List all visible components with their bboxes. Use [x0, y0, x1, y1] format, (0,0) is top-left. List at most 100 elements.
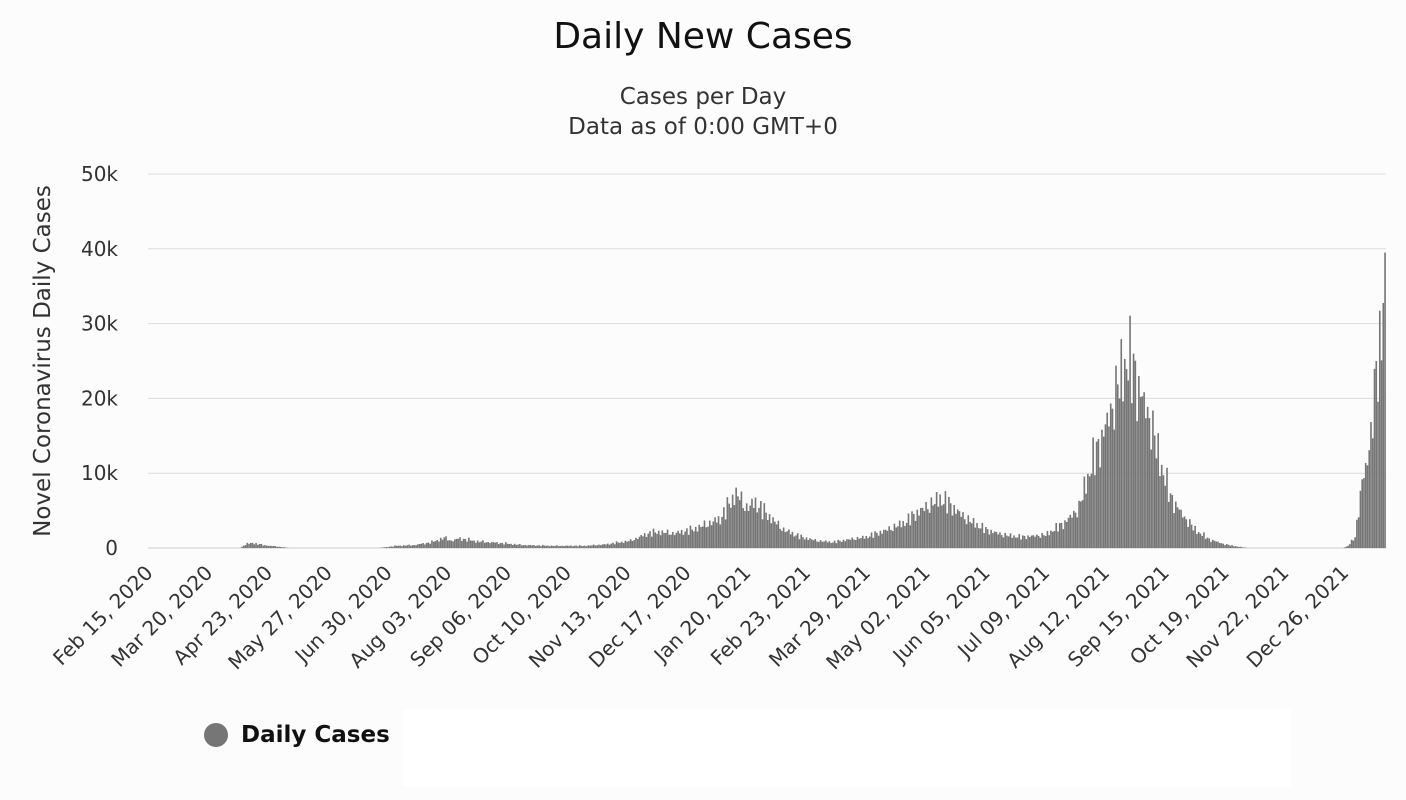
- bar: [418, 544, 421, 548]
- bar: [1020, 539, 1022, 548]
- bar: [842, 539, 845, 548]
- bar: [742, 508, 744, 548]
- y-tick-label: 10k: [81, 461, 118, 485]
- bar: [967, 515, 970, 548]
- bar: [1234, 546, 1237, 548]
- bar: [988, 534, 991, 548]
- bar: [394, 545, 396, 548]
- bar: [782, 527, 785, 548]
- bar: [728, 503, 730, 548]
- bar: [614, 544, 616, 548]
- bar: [242, 545, 245, 548]
- bar: [527, 545, 530, 548]
- bar: [918, 515, 920, 548]
- bar: [1034, 536, 1036, 548]
- bar: [441, 539, 444, 548]
- bar: [1167, 501, 1170, 548]
- bar: [1150, 449, 1152, 548]
- bar: [730, 507, 732, 548]
- bar: [1007, 536, 1010, 548]
- bar: [832, 542, 834, 548]
- bar: [265, 545, 268, 548]
- bar: [738, 500, 741, 548]
- bar: [1183, 516, 1186, 548]
- bar: [928, 512, 931, 548]
- bar: [1201, 535, 1203, 548]
- bar: [701, 526, 704, 548]
- bar: [1138, 376, 1140, 548]
- bar: [1178, 509, 1181, 548]
- bar: [700, 526, 702, 548]
- bar: [1243, 547, 1246, 548]
- bar: [1065, 521, 1068, 548]
- bar: [1062, 529, 1065, 548]
- bar: [895, 527, 897, 548]
- bar: [946, 513, 948, 548]
- bar: [1171, 495, 1174, 548]
- bar: [1349, 544, 1351, 548]
- bar: [1380, 360, 1383, 548]
- bar: [1023, 535, 1026, 548]
- bar: [589, 545, 592, 548]
- bar: [1122, 401, 1124, 548]
- x-tick-label: Aug 03, 2020: [344, 561, 456, 673]
- bar: [789, 534, 792, 548]
- x-tick-label: May 27, 2020: [223, 561, 337, 675]
- y-tick-label: 0: [105, 536, 118, 560]
- bar: [1004, 532, 1007, 548]
- bar: [883, 529, 885, 548]
- bar: [262, 545, 264, 548]
- bar: [793, 536, 795, 548]
- bar: [1371, 438, 1374, 548]
- bar: [1078, 500, 1080, 548]
- bar: [872, 537, 875, 548]
- legend-item-daily-cases[interactable]: Daily Cases: [204, 722, 390, 748]
- bar: [615, 541, 618, 548]
- bar: [944, 491, 947, 548]
- bar: [650, 536, 653, 548]
- bar: [559, 545, 562, 548]
- bar: [1189, 519, 1191, 548]
- bar: [512, 544, 514, 548]
- bar: [751, 498, 753, 548]
- bar: [469, 540, 472, 548]
- bar: [839, 540, 841, 548]
- bar: [909, 525, 912, 548]
- bar: [1206, 537, 1209, 548]
- bar: [1043, 535, 1045, 548]
- bar: [1051, 531, 1054, 548]
- bar: [1101, 429, 1103, 548]
- bar: [1036, 534, 1038, 548]
- bar: [788, 529, 790, 548]
- bar: [828, 541, 831, 548]
- bar: [487, 542, 490, 548]
- bar: [1240, 546, 1242, 548]
- bar: [745, 503, 748, 548]
- bar: [253, 544, 256, 548]
- bar: [264, 545, 266, 548]
- bar: [657, 530, 660, 548]
- bar: [1182, 517, 1184, 548]
- bar: [610, 543, 613, 548]
- bar: [812, 540, 815, 548]
- bar: [689, 525, 692, 548]
- bar: [281, 547, 284, 548]
- bar: [983, 533, 985, 548]
- bar: [1180, 509, 1182, 548]
- bar: [879, 530, 882, 548]
- bar: [861, 535, 864, 548]
- bar: [1160, 464, 1163, 548]
- bar: [1157, 433, 1160, 548]
- bar: [853, 539, 855, 548]
- bar: [1021, 535, 1024, 548]
- bar: [1173, 513, 1175, 548]
- bar: [420, 543, 423, 548]
- bar: [791, 531, 794, 548]
- bar: [519, 544, 521, 548]
- bar: [258, 544, 261, 548]
- bar: [395, 545, 398, 548]
- bar: [854, 540, 857, 548]
- bar: [731, 494, 734, 548]
- bar: [802, 537, 804, 548]
- bar: [1357, 517, 1360, 548]
